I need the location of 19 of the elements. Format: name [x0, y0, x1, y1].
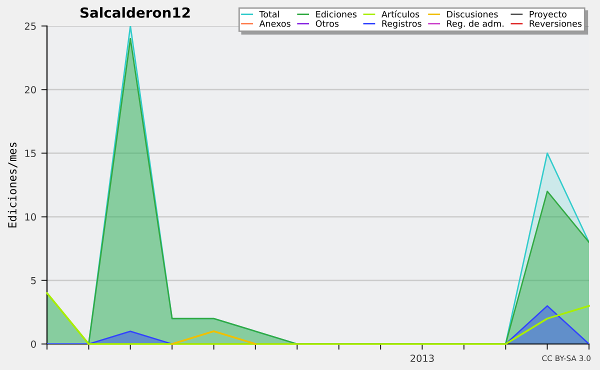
legend-label: Otros [316, 20, 339, 27]
y-tick-label: 10 [25, 213, 36, 221]
y-tick-label: 25 [24, 22, 36, 30]
legend-label: Reg. de adm. [447, 20, 504, 29]
legend-label: Reversiones [530, 20, 582, 27]
y-tick-label: 20 [24, 86, 36, 94]
legend-label: Discusiones [447, 10, 498, 18]
y-tick-label: 15 [25, 150, 36, 158]
legend-label: Ediciones [316, 10, 357, 18]
legend-label: Registros [382, 20, 422, 29]
legend-label: Anexos [259, 20, 290, 27]
legend-label: Total [259, 10, 279, 18]
legend-label: Artículos [382, 10, 420, 18]
legend-label: Proyecto [530, 11, 566, 20]
x-tick-label: 2013 [410, 354, 434, 362]
chart-title: Salcalderon12 [80, 7, 190, 18]
y-tick-label: 5 [31, 277, 36, 284]
y-axis-title: Ediciones/mes [8, 142, 18, 228]
y-tick-label: 0 [31, 340, 36, 348]
